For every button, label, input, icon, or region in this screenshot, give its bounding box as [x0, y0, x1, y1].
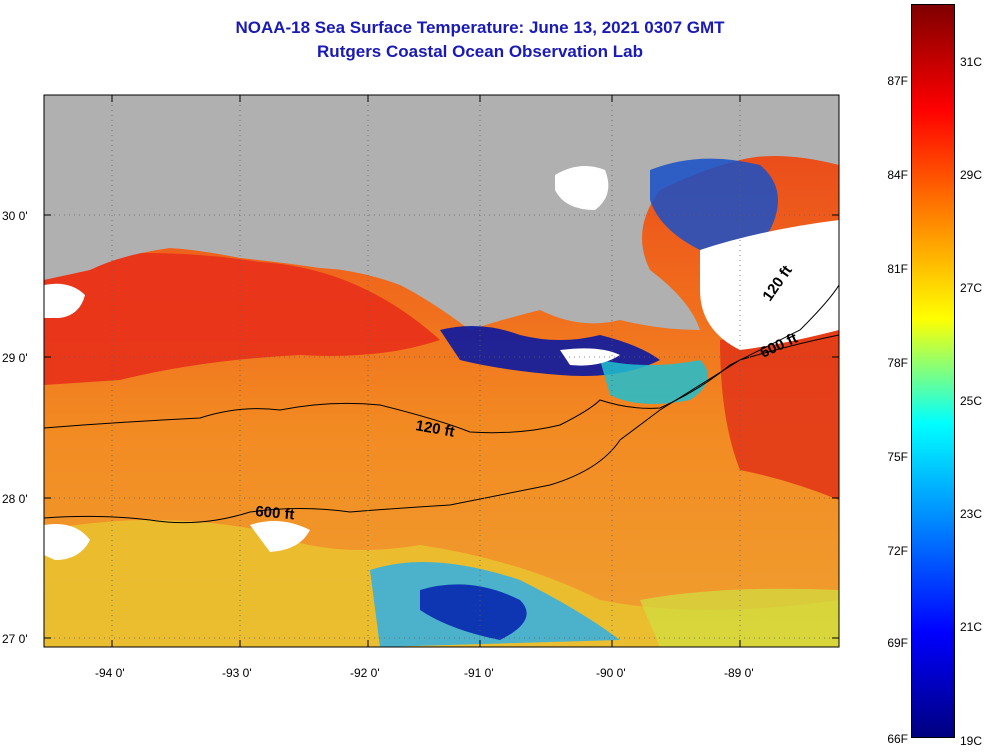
axis-ticks [44, 95, 839, 647]
temperature-colorbar [911, 4, 955, 738]
colorbar-f-label: 84F [887, 168, 908, 182]
contour-label-120: 120 ft [414, 417, 456, 441]
cloud-patch [700, 220, 839, 350]
lon-label: -90 0' [596, 666, 626, 680]
lon-label: -91 0' [464, 666, 494, 680]
colorbar-f-label: 69F [887, 636, 908, 650]
colorbar-c-label: 31C [960, 55, 983, 69]
colorbar-c-label: 23C [960, 507, 983, 521]
lat-label: 29 0' [2, 351, 28, 365]
contour-120ft [44, 284, 839, 434]
cold-south-core [420, 584, 527, 640]
contour-label-600: 600 ft [255, 503, 296, 523]
plot-frame [43, 94, 840, 648]
lon-label: -89 0' [724, 666, 754, 680]
colorbar-f-label: 66F [887, 732, 908, 746]
cloud-patch [555, 166, 609, 210]
colorbar-c-label: 21C [960, 620, 983, 634]
colorbar-f-label: 81F [887, 262, 908, 276]
colorbar-c-label: 29C [960, 168, 983, 182]
colorbar-c-label: 25C [960, 394, 983, 408]
lat-label: 30 0' [2, 209, 28, 223]
lon-label: -92 0' [350, 666, 380, 680]
warm-east-region [720, 320, 839, 500]
colorbar-f-label: 87F [887, 74, 908, 88]
lon-label: -94 0' [95, 666, 125, 680]
cloud-patch [250, 521, 310, 552]
contour-600ft [44, 334, 839, 524]
lat-label: 28 0' [2, 492, 28, 506]
colorbar-c-label: 27C [960, 281, 983, 295]
yellow-southeast [640, 588, 839, 647]
cloud-patch [44, 524, 90, 560]
colorbar-c-label: 19C [960, 734, 983, 748]
map-title: NOAA-18 Sea Surface Temperature: June 13… [235, 18, 725, 37]
lat-label: 27 0' [2, 632, 28, 646]
map-subtitle: Rutgers Coastal Ocean Observation Lab [317, 42, 643, 61]
colorbar-f-label: 72F [887, 544, 908, 558]
delta-cyan-water [600, 360, 708, 404]
lon-label: -93 0' [222, 666, 252, 680]
warm-shelf-region [44, 252, 440, 385]
cloud-patch [44, 283, 85, 318]
colorbar-f-label: 75F [887, 450, 908, 464]
colorbar-f-label: 78F [887, 356, 908, 370]
sound-cold-water [650, 158, 778, 253]
lat-lon-grid [44, 95, 839, 647]
land-mass [44, 95, 839, 330]
